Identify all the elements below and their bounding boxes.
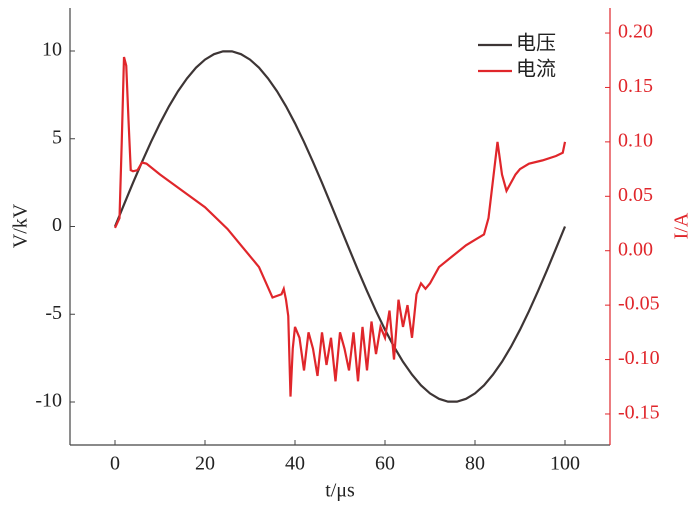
y2-tick-label: -0.05 [618,293,660,315]
y2-tick-label: 0.05 [618,184,653,206]
x-axis-label: t/μs [325,480,355,502]
y-tick-label: 5 [52,126,62,148]
y2-tick-label: -0.15 [618,402,660,424]
y2-tick-label: -0.10 [618,347,660,369]
legend-label: 电压 [516,32,556,55]
x-tick-label: 100 [550,453,580,475]
series-line [113,50,567,403]
x-tick-label: 40 [285,453,305,475]
x-tick-label: 0 [110,453,120,475]
y2-tick-label: 0.10 [618,129,653,151]
y-tick-label: 10 [42,39,62,61]
y-axis-label: V/kV [10,203,32,248]
y2-axis-label: I/A [671,212,693,239]
y-tick-label: 0 [52,214,62,236]
series-line [114,56,567,397]
y2-tick-label: 0.00 [618,238,653,260]
y2-tick-label: 0.15 [618,75,653,97]
x-tick-label: 80 [465,453,485,475]
y2-tick-label: 0.20 [618,21,653,43]
y-tick-label: -10 [35,390,62,412]
x-tick-label: 60 [375,453,395,475]
y-tick-label: -5 [45,302,62,324]
x-tick-label: 20 [195,453,215,475]
legend-label: 电流 [516,58,556,81]
